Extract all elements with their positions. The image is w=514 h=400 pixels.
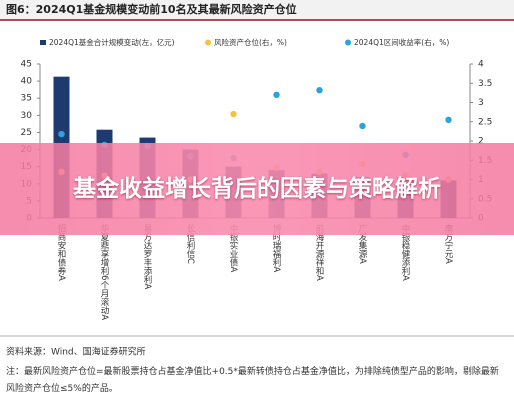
x-tick-label: 前海开源祥和A bbox=[314, 223, 324, 281]
point bbox=[273, 91, 280, 99]
y-tick-label: 25 bbox=[21, 128, 32, 138]
note: 注：最新风险资产仓位=最新股票持仓占基金净值比+0.5*最新转债持仓占基金净值比… bbox=[6, 367, 499, 394]
y-tick-label: 40 bbox=[21, 77, 33, 87]
x-tick-label: 华夏鼎享增利6个月滚动A bbox=[99, 223, 109, 320]
y2-tick-label: 2.5 bbox=[478, 117, 492, 127]
x-tick-label: 博时瑞福利A bbox=[271, 223, 281, 272]
point bbox=[58, 130, 65, 138]
point bbox=[359, 122, 366, 130]
x-tick-label: 南方宁元A bbox=[443, 223, 453, 264]
title-bar bbox=[0, 0, 514, 20]
legend-swatch bbox=[40, 40, 46, 45]
source: 资料来源：Wind、国海证券研究所 bbox=[6, 346, 146, 358]
chart-title: 图6：2024Q1基金规模变动前10名及其最新风险资产仓位 bbox=[6, 2, 297, 16]
y-tick-label: 35 bbox=[21, 94, 32, 104]
legend-swatch bbox=[345, 39, 351, 46]
legend-label: 2024Q1区间收益率(右，%) bbox=[354, 37, 449, 47]
y-tick-label: 45 bbox=[21, 60, 32, 70]
point bbox=[445, 116, 452, 124]
x-tick-label: 广发集源A bbox=[357, 223, 367, 264]
point bbox=[230, 110, 237, 118]
y2-tick-label: 3 bbox=[478, 98, 484, 108]
legend-label: 2024Q1基金合计规模变动(左，亿元) bbox=[49, 37, 175, 47]
y2-tick-label: 4 bbox=[478, 60, 484, 70]
banner: 基金收益增长背后的因素与策略解析 bbox=[0, 143, 514, 235]
legend-swatch bbox=[205, 39, 211, 46]
point bbox=[316, 86, 323, 94]
x-tick-label: 中银稳健添利A bbox=[400, 223, 410, 281]
x-tick-label: 易方达罗丰添利A bbox=[142, 224, 152, 290]
y2-tick-label: 2 bbox=[478, 137, 484, 147]
legend-label: 风险资产仓位(右，%) bbox=[214, 37, 287, 47]
x-tick-label: 招商安和债券A bbox=[56, 223, 66, 281]
y2-tick-label: 3.5 bbox=[478, 79, 492, 89]
x-tick-label: 长信利信C bbox=[185, 223, 195, 264]
banner-text: 基金收益增长背后的因素与策略解析 bbox=[73, 176, 441, 202]
y-tick-label: 30 bbox=[21, 111, 33, 121]
x-tick-label: 中银实业债A bbox=[228, 223, 238, 272]
